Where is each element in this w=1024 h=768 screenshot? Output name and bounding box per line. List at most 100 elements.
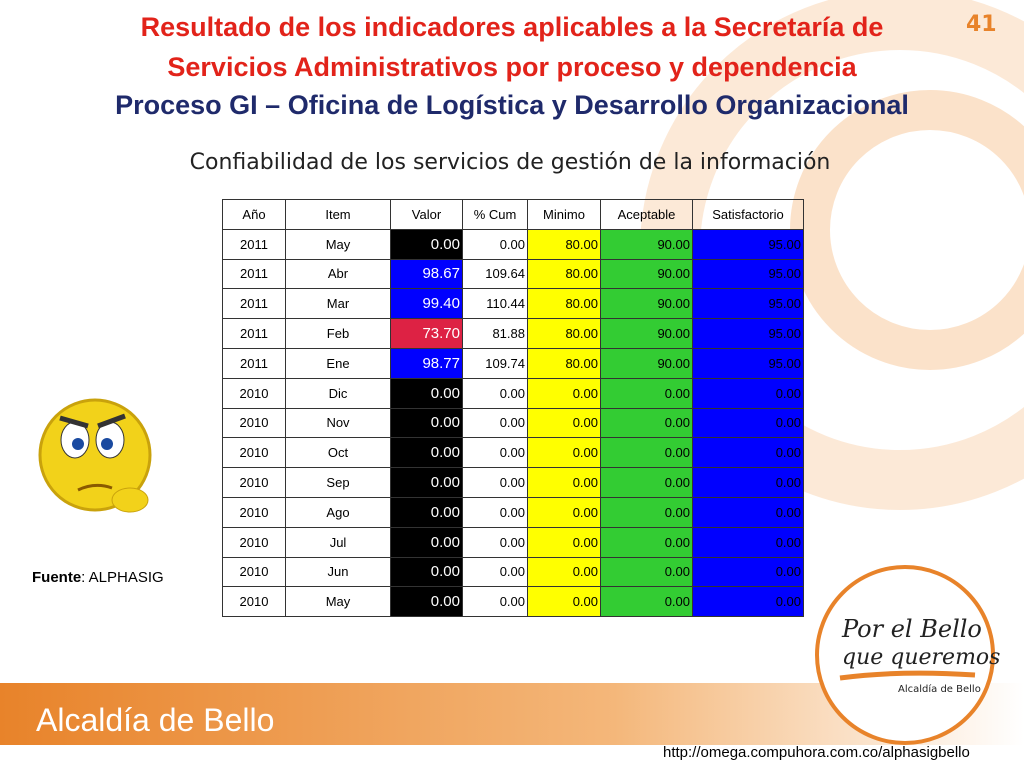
table-cell: 95.00: [692, 288, 804, 320]
table-cell: 0.00: [390, 526, 463, 558]
table-cell: 0.00: [390, 556, 463, 588]
table-row: 2010 Dic 0.00 0.00 0.00 0.00 0.00: [222, 377, 804, 409]
table-cell: 90.00: [600, 258, 693, 290]
table-cell: 95.00: [692, 228, 804, 260]
table-cell: 0.00: [390, 586, 463, 618]
table-cell: 80.00: [527, 288, 601, 320]
data-table: Año Item Valor% Cum Minimo Aceptable Satisfac…: [222, 199, 804, 618]
column-header: Aceptable: [600, 199, 693, 230]
table-cell: 0.00: [390, 407, 463, 439]
table-cell: 90.00: [600, 347, 693, 379]
table-cell: 98.77: [390, 347, 463, 379]
table-cell: 2011: [222, 347, 286, 379]
table-row: 2011 Ene 98.77 109.74 80.00 90.00 95.00: [222, 347, 804, 379]
table-cell: 0.00: [462, 526, 528, 558]
table-cell: 0.00: [692, 556, 804, 588]
table-row: 2011 Abr 98.67 109.64 80.00 90.00 95.00: [222, 258, 804, 290]
table-cell: Ago: [285, 496, 391, 528]
column-header: Valor: [390, 199, 463, 230]
page-number: 41: [966, 12, 997, 37]
table-cell: 0.00: [692, 586, 804, 618]
footer-brand: Alcaldía de Bello: [36, 702, 275, 738]
table-cell: 90.00: [600, 228, 693, 260]
table-cell: May: [285, 586, 391, 618]
table-cell: 73.70: [390, 318, 463, 349]
table-cell: 2010: [222, 586, 286, 618]
table-cell: 0.00: [527, 526, 601, 558]
table-cell: 0.00: [462, 437, 528, 469]
column-header: Item: [285, 199, 391, 230]
column-header: Año: [222, 199, 286, 230]
table-cell: Jul: [285, 526, 391, 558]
table-cell: 2010: [222, 556, 286, 588]
title-line: Proceso GI – Oficina de Logística y Desa…: [115, 90, 909, 120]
table-cell: 0.00: [600, 467, 693, 498]
column-header: Minimo: [527, 199, 601, 230]
table-cell: 0.00: [692, 377, 804, 409]
table-cell: Dic: [285, 377, 391, 409]
table-cell: Abr: [285, 258, 391, 290]
table-cell: 0.00: [527, 467, 601, 498]
table-cell: 0.00: [692, 467, 804, 498]
table-cell: 0.00: [390, 377, 463, 409]
table-cell: Mar: [285, 288, 391, 320]
table-cell: 109.64: [462, 258, 528, 290]
table-cell: 95.00: [692, 318, 804, 349]
table-cell: 0.00: [527, 586, 601, 618]
source-label: Fuente: [32, 569, 82, 586]
table-cell: 0.00: [462, 377, 528, 409]
logo-text: Por el Bello: [842, 615, 982, 643]
table-cell: 0.00: [600, 496, 693, 528]
table-cell: 0.00: [462, 407, 528, 439]
table-cell: 99.40: [390, 288, 463, 320]
table-cell: 0.00: [462, 496, 528, 528]
table-cell: 2010: [222, 467, 286, 498]
table-cell: 0.00: [600, 377, 693, 409]
table-cell: 2010: [222, 437, 286, 469]
table-row: 2010 Oct 0.00 0.00 0.00 0.00 0.00: [222, 437, 804, 469]
subtitle: Confiabilidad de los servicios de gestió…: [189, 150, 831, 175]
table-cell: 0.00: [527, 556, 601, 588]
table-cell: Oct: [285, 437, 391, 469]
title-line: Resultado de los indicadores aplicables …: [140, 12, 884, 42]
table-row: 2011 Mar 99.40 110.44 80.00 90.00 95.00: [222, 288, 804, 320]
source: Fuente: ALPHASIG: [32, 569, 164, 586]
table-cell: Nov: [285, 407, 391, 439]
table-cell: 0.00: [692, 526, 804, 558]
source-text: : ALPHASIG: [81, 569, 164, 586]
table-cell: 0.00: [462, 228, 528, 260]
table-row: 2010 Jun 0.00 0.00 0.00 0.00 0.00: [222, 556, 804, 588]
table-cell: May: [285, 228, 391, 260]
table-row: 2010 Jul 0.00 0.00 0.00 0.00 0.00: [222, 526, 804, 558]
table-cell: 0.00: [600, 586, 693, 618]
table-cell: 81.88: [462, 318, 528, 349]
table-cell: Jun: [285, 556, 391, 588]
table-cell: 0.00: [527, 496, 601, 528]
table-cell: 2010: [222, 407, 286, 439]
logo-text: que queremos: [842, 645, 1001, 670]
table-row: 2011 Feb 73.70 81.88 80.00 90.00 95.00: [222, 318, 804, 349]
table-cell: 2010: [222, 377, 286, 409]
table-cell: 95.00: [692, 258, 804, 290]
table-cell: 2011: [222, 228, 286, 260]
table-cell: 0.00: [462, 556, 528, 588]
table-cell: 2011: [222, 318, 286, 349]
table-cell: 0.00: [462, 586, 528, 618]
table-cell: Feb: [285, 318, 391, 349]
table-cell: Ene: [285, 347, 391, 379]
table-cell: 98.67: [390, 258, 463, 290]
table-cell: 80.00: [527, 318, 601, 349]
header-row: Año Item Valor% Cum Minimo Aceptable Satisfac…: [222, 199, 804, 230]
table-cell: 2011: [222, 258, 286, 290]
table-cell: 0.00: [600, 526, 693, 558]
table-cell: 90.00: [600, 288, 693, 320]
table-cell: 2010: [222, 526, 286, 558]
table-cell: 0.00: [600, 556, 693, 588]
table-cell: 2011: [222, 288, 286, 320]
table-row: 2010 Nov 0.00 0.00 0.00 0.00 0.00: [222, 407, 804, 439]
table-cell: 80.00: [527, 258, 601, 290]
table-cell: 95.00: [692, 347, 804, 379]
column-header: % Cum: [462, 199, 528, 230]
